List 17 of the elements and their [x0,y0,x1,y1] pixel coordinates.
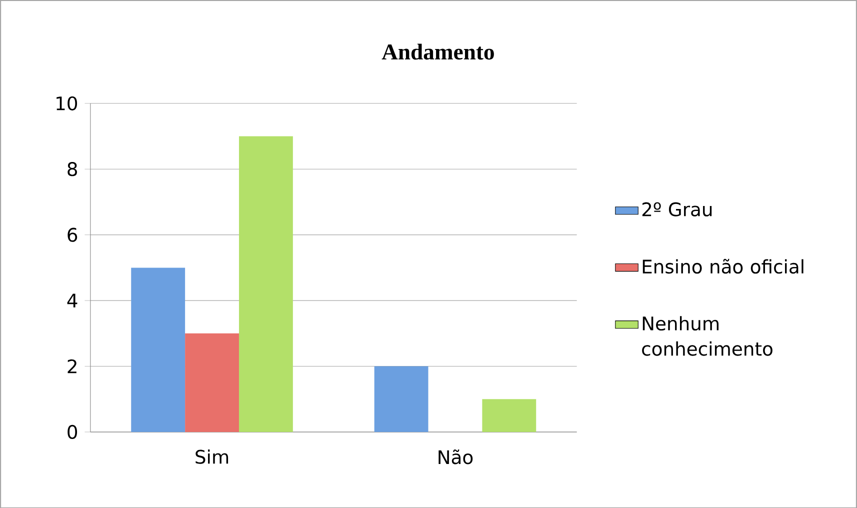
x-tick-label: Não [438,449,473,464]
y-tick-label: 10 [56,96,78,110]
legend-label: 2º Grau [642,202,712,216]
legend-label: Ensino não oficial [642,258,804,274]
chart-title: Andamento [382,43,494,60]
y-tick-label: 4 [67,294,78,308]
y-tick-label: 0 [68,424,78,439]
x-tick-label: Sim [196,449,228,464]
y-tick-label: 2 [68,359,76,373]
bar [238,136,293,432]
bar [185,333,239,432]
bar [482,398,536,432]
y-tick-label: 6 [68,228,78,242]
bar [374,366,428,432]
legend-label: Nenhum conhecimento [642,316,772,356]
y-tick-label: 8 [68,162,77,176]
bar [131,267,186,432]
